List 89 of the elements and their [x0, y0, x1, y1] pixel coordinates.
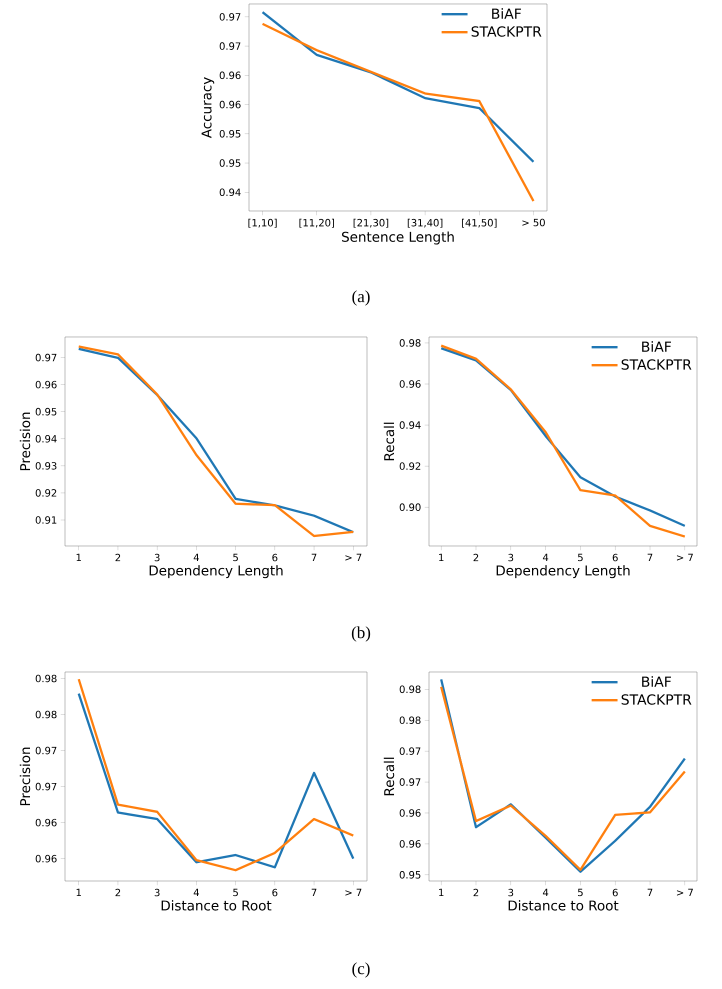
x-tick-label: [1,10]	[248, 218, 277, 228]
x-tick-label: 2	[474, 888, 478, 896]
x-tick-label: 1	[76, 888, 81, 896]
x-tick-label: > 7	[345, 888, 362, 896]
text: (a)	[352, 290, 370, 306]
x-tick-label: 7	[312, 554, 316, 562]
y-tick-label: 0.98	[400, 686, 421, 694]
legend-label: BiAF	[642, 341, 671, 352]
x-tick-label: 7	[312, 888, 316, 896]
y-axis-title: Precision	[20, 748, 30, 806]
x-tick-label: 5	[578, 888, 583, 896]
y-tick-label: 0.97	[220, 13, 240, 21]
x-tick-label: > 7	[676, 554, 693, 562]
y-tick-label: 0.96	[36, 854, 57, 862]
x-tick-label: [21,30]	[354, 218, 388, 228]
x-tick-label: [41,50]	[462, 218, 497, 228]
y-tick-label: 0.98	[36, 674, 57, 682]
y-axis-title: Precision	[20, 412, 30, 470]
y-tick-label: 0.97	[36, 746, 56, 754]
x-tick-label: 4	[542, 554, 548, 562]
y-tick-label: 0.92	[400, 462, 420, 470]
legend-label: BiAF	[642, 676, 671, 687]
text: (c)	[352, 962, 370, 978]
y-tick-label: 0.95	[400, 871, 420, 879]
x-tick-label: 2	[116, 888, 120, 896]
x-tick-label: 7	[648, 888, 652, 896]
y-tick-label: 0.94	[36, 435, 57, 443]
x-tick-label: 7	[648, 554, 652, 562]
x-tick-label: 6	[612, 888, 618, 896]
text: (b)	[352, 626, 370, 642]
x-tick-label: 1	[439, 888, 444, 896]
x-tick-label: 1	[76, 554, 81, 562]
x-tick-label: 6	[612, 554, 618, 562]
legend-label: STACKPTR	[622, 359, 692, 370]
y-tick-label: 0.97	[36, 782, 56, 790]
y-tick-label: 0.92	[36, 489, 56, 497]
y-axis-title: Recall	[384, 758, 394, 796]
y-tick-label: 0.98	[400, 339, 421, 347]
x-tick-label: [11,20]	[299, 218, 334, 228]
y-tick-label: 0.94	[400, 421, 421, 429]
x-tick-label: 3	[508, 554, 514, 562]
x-axis-title: Dependency Length	[150, 565, 283, 578]
x-tick-label: 5	[578, 554, 583, 562]
y-tick-label: 0.96	[400, 380, 421, 388]
y-tick-label: 0.96	[220, 100, 241, 108]
x-tick-label: 6	[272, 554, 278, 562]
legend-label: STACKPTR	[622, 694, 692, 705]
y-tick-label: 0.97	[220, 42, 240, 50]
x-tick-label: 1	[439, 554, 444, 562]
x-tick-label: > 7	[676, 888, 693, 896]
x-tick-label: 6	[272, 888, 278, 896]
x-axis-title: Distance to Root	[508, 900, 618, 911]
y-tick-label: 0.91	[36, 516, 56, 524]
y-tick-label: 0.98	[400, 716, 421, 724]
y-tick-label: 0.93	[36, 462, 56, 470]
y-tick-label: 0.96	[36, 380, 57, 388]
x-tick-label: 3	[154, 888, 160, 896]
x-tick-label: 5	[233, 888, 238, 896]
x-tick-label: 4	[194, 554, 199, 562]
x-tick-label: [31,40]	[408, 218, 442, 228]
y-tick-label: 0.96	[36, 818, 57, 826]
x-tick-label: 2	[474, 554, 478, 562]
x-tick-label: 4	[542, 888, 548, 896]
y-tick-label: 0.90	[400, 503, 421, 511]
x-tick-label: 3	[508, 888, 514, 896]
x-axis-title: Dependency Length	[496, 565, 630, 578]
y-tick-label: 0.95	[220, 159, 240, 167]
x-axis-title: Sentence Length	[342, 231, 454, 245]
x-tick-label: > 7	[345, 554, 362, 562]
x-tick-label: 5	[233, 554, 238, 562]
y-tick-label: 0.97	[36, 354, 56, 362]
x-tick-label: 3	[154, 554, 160, 562]
y-tick-label: 0.96	[220, 72, 241, 80]
x-tick-label: 4	[194, 888, 199, 896]
y-axis-title: Accuracy	[202, 77, 214, 138]
y-axis-title: Recall	[384, 422, 394, 460]
x-axis-title: Distance to Root	[162, 900, 272, 911]
legend-label: STACKPTR	[472, 26, 542, 37]
x-tick-label: 2	[116, 554, 120, 562]
y-tick-label: 0.96	[400, 840, 421, 848]
y-tick-label: 0.97	[400, 747, 420, 755]
y-tick-label: 0.96	[400, 809, 421, 817]
y-tick-label: 0.97	[400, 778, 420, 786]
legend-label: BiAF	[492, 8, 521, 19]
y-tick-label: 0.98	[36, 710, 57, 718]
y-tick-label: 0.95	[220, 130, 240, 138]
y-tick-label: 0.95	[36, 408, 56, 416]
x-tick-label: > 50	[522, 218, 545, 226]
y-tick-label: 0.94	[220, 188, 241, 196]
